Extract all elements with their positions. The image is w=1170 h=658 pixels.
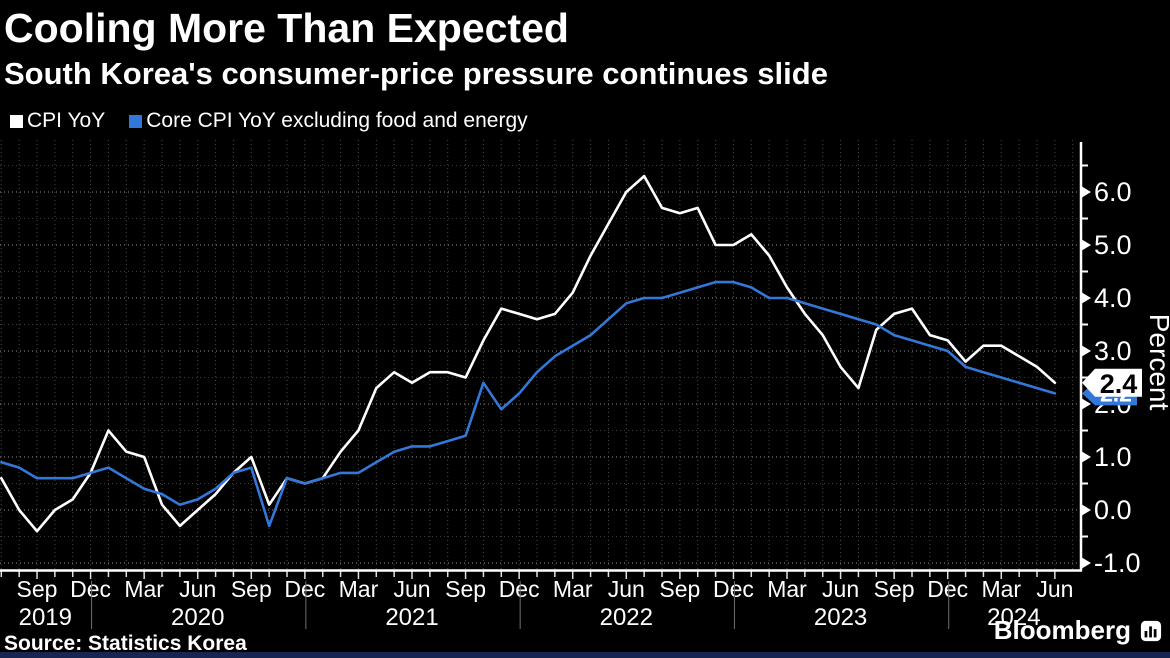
cpi-series-swatch-icon	[10, 114, 23, 128]
y-tick-label: 0.0	[1094, 495, 1132, 525]
x-tick-label: Dec	[284, 576, 325, 602]
x-tick-label: Mar	[767, 576, 807, 602]
y-major-tick	[1081, 557, 1091, 569]
year-label: 2023	[814, 604, 867, 631]
y-tick-label: 5.0	[1094, 230, 1132, 260]
x-tick-label: Sep	[445, 576, 486, 602]
y-major-tick	[1081, 398, 1091, 410]
x-tick-label: Jun	[608, 576, 645, 602]
x-tick-label: Dec	[70, 576, 111, 602]
x-tick-label: Mar	[553, 576, 593, 602]
x-tick-label: Jun	[1036, 576, 1073, 602]
x-tick-label: Dec	[713, 576, 754, 602]
year-label: 2019	[19, 604, 72, 631]
chart-subtitle: South Korea's consumer-price pressure co…	[4, 56, 828, 91]
bloomberg-logo: Bloomberg	[994, 615, 1162, 646]
series-line-1	[0, 280, 1057, 528]
y-tick-label: -1.0	[1094, 548, 1141, 578]
x-tick-label: Jun	[179, 576, 216, 602]
x-tick-label: Sep	[874, 576, 915, 602]
y-major-tick	[1081, 239, 1091, 251]
y-major-tick	[1081, 345, 1091, 357]
y-tick-label: 6.0	[1094, 177, 1132, 207]
series-line-0	[0, 174, 1057, 533]
x-tick-label: Mar	[124, 576, 164, 602]
source-note: Source: Statistics Korea	[4, 632, 247, 655]
year-label: 2021	[385, 604, 438, 631]
legend-label-cpi: CPI YoY	[27, 109, 106, 132]
y-major-tick	[1081, 292, 1091, 304]
y-axis-title: Percent	[1144, 314, 1170, 411]
chart-legend: CPI YoY Core CPI YoY excluding food and …	[10, 109, 528, 133]
bloomberg-wordmark: Bloomberg	[993, 615, 1131, 645]
x-tick-label: Sep	[17, 576, 58, 602]
end-value-badge-label-0: 2.4	[1100, 369, 1138, 399]
legend-label-core-cpi: Core CPI YoY excluding food and energy	[146, 109, 528, 132]
bottom-accent-bar	[0, 652, 1170, 658]
x-tick-label: Jun	[393, 576, 430, 602]
y-tick-label: 1.0	[1094, 442, 1132, 472]
y-major-tick	[1081, 451, 1091, 463]
legend-item-core-cpi: Core CPI YoY excluding food and energy	[129, 109, 528, 133]
legend-item-cpi: CPI YoY	[10, 109, 105, 133]
x-tick-label: Mar	[339, 576, 379, 602]
x-tick-label: Dec	[927, 576, 968, 602]
x-tick-label: Sep	[231, 576, 272, 602]
y-major-tick	[1081, 186, 1091, 198]
core-cpi-series-swatch-icon	[129, 114, 143, 128]
year-label: 2020	[171, 604, 224, 631]
x-tick-label: Mar	[981, 576, 1021, 602]
y-tick-label: 4.0	[1094, 283, 1132, 313]
y-major-tick	[1081, 504, 1091, 516]
chart-title: Cooling More Than Expected	[4, 5, 569, 51]
cpi-line-chart: Sep Dec Mar Jun Sep Dec Mar Jun Sep Dec Mar Jun Sep D…	[0, 140, 1170, 631]
y-tick-label: 3.0	[1094, 336, 1132, 366]
bloomberg-terminal-icon	[1140, 620, 1162, 641]
x-tick-label: Jun	[822, 576, 859, 602]
year-label: 2022	[600, 604, 653, 631]
end-value-badge-0	[1082, 368, 1142, 397]
x-tick-label: Sep	[659, 576, 700, 602]
x-tick-label: Dec	[499, 576, 540, 602]
year-label: 2024	[987, 604, 1040, 631]
